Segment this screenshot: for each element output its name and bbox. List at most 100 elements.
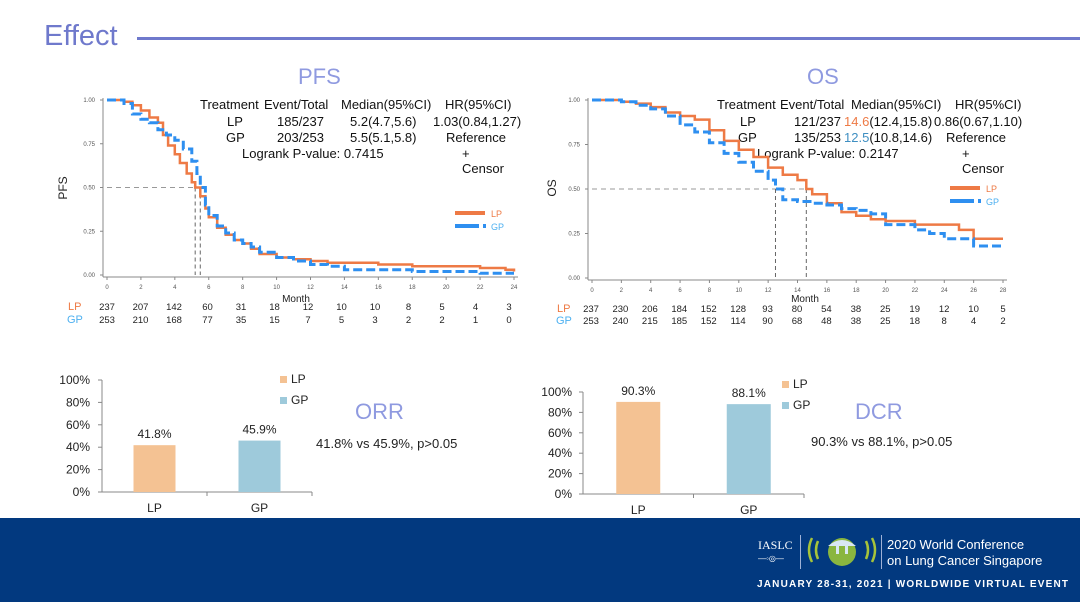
orr-x-tick-label: LP: [147, 501, 162, 515]
pfs-header-events: Event/Total: [264, 97, 329, 112]
pfs-risk-lp-count: 12: [303, 302, 314, 313]
os-risk-gp-count: 68: [792, 316, 803, 327]
pfs-risk-lp-count: 31: [236, 302, 247, 313]
pfs-risk-lp-count: 207: [133, 302, 149, 313]
orr-bar-gp: [238, 440, 281, 492]
pfs-y-tick-label: 0.75: [83, 142, 95, 148]
pfs-curve-lp: [107, 98, 516, 272]
dcr-title: DCR: [855, 399, 903, 424]
pfs-risk-lp-count: 60: [202, 302, 213, 313]
orr-y-tick-label: 100%: [59, 373, 90, 387]
os-risk-gp-count: 4: [971, 316, 976, 327]
os-risk-gp-count: 18: [909, 316, 920, 327]
os-x-tick-label: 0: [590, 288, 594, 294]
os-header-events: Event/Total: [780, 97, 845, 112]
pfs-risk-gp-count: 2: [406, 315, 411, 326]
pfs-risk-gp-count: 253: [99, 315, 115, 326]
os-row-gp-arm: GP: [738, 130, 757, 145]
pfs-x-tick-label: 16: [375, 285, 382, 291]
os-y-tick-label: 1.00: [568, 98, 580, 104]
slide-title: Effect: [44, 20, 118, 52]
os-row-gp-median: 12.5(10.8,14.6): [844, 130, 932, 145]
pfs-legend-lp-label: LP: [491, 209, 502, 219]
dcr-legend-swatch-gp: [782, 402, 789, 409]
os-header-treatment: Treatment: [717, 97, 776, 112]
pfs-x-tick-label: 24: [511, 285, 518, 291]
pfs-header-hr: HR(95%CI): [445, 97, 512, 112]
os-risk-lp-count: 12: [939, 304, 950, 315]
pfs-row-lp-arm: LP: [227, 114, 243, 129]
os-y-tick-label: 0.25: [568, 232, 580, 238]
orr-legend-label-gp: GP: [291, 393, 308, 407]
pfs-header-median: Median(95%CI): [341, 97, 432, 112]
pfs-x-tick-label: 8: [241, 285, 245, 291]
logo-divider-2: [881, 535, 882, 569]
pfs-y-tick-label: 0.25: [83, 229, 95, 235]
os-risk-lp-count: 38: [851, 304, 862, 315]
orr-title: ORR: [355, 399, 404, 424]
pfs-y-axis-label: PFS: [56, 176, 70, 199]
orr-y-tick-label: 60%: [66, 418, 90, 432]
os-x-tick-label: 24: [941, 288, 948, 294]
os-y-axis-label: OS: [545, 179, 559, 196]
os-curve-gp: [592, 98, 1003, 248]
os-legend-lp-label: LP: [986, 184, 997, 194]
os-risk-gp-count: 152: [701, 316, 717, 327]
os-row-lp-events: 121/237: [794, 114, 841, 129]
pfs-risk-gp-count: 0: [506, 315, 511, 326]
conference-name-line1: 2020 World Conference: [887, 537, 1025, 552]
os-risk-lp-count: 80: [792, 304, 803, 315]
pfs-x-tick-label: 6: [207, 285, 211, 291]
os-x-tick-label: 2: [620, 288, 624, 294]
os-risk-lp-count: 5: [1000, 304, 1005, 315]
dcr-y-tick-label: 0%: [555, 487, 573, 501]
pfs-risk-lp-count: 142: [166, 302, 182, 313]
os-x-tick-label: 6: [678, 288, 682, 294]
pfs-risk-gp-count: 15: [269, 315, 280, 326]
os-risk-lp-count: 237: [583, 304, 599, 315]
os-y-tick-label: 0.00: [568, 276, 580, 282]
pfs-x-tick-label: 2: [139, 285, 143, 291]
orr-x-tick-label: GP: [251, 501, 268, 515]
os-gp-median-ci: (10.8,14.6): [869, 130, 933, 145]
os-x-tick-label: 26: [970, 288, 977, 294]
os-header-median: Median(95%CI): [851, 97, 942, 112]
title-divider: [137, 37, 1080, 40]
os-risk-gp-count: 48: [821, 316, 832, 327]
orr-legend-label-lp: LP: [291, 372, 306, 386]
pfs-row-gp-median: 5.5(5.1,5.8): [350, 130, 417, 145]
pfs-x-tick-label: 0: [105, 285, 109, 291]
os-x-tick-label: 22: [912, 288, 919, 294]
orr-y-tick-label: 20%: [66, 463, 90, 477]
os-risk-gp-count: 253: [583, 316, 599, 327]
dcr-x-tick-label: LP: [631, 503, 646, 517]
orr-y-tick-label: 40%: [66, 440, 90, 454]
pfs-risk-lp-count: 10: [336, 302, 347, 313]
pfs-row-lp-median: 5.2(4.7,5.6): [350, 114, 417, 129]
pfs-risk-gp-count: 210: [133, 315, 149, 326]
dcr-y-tick-label: 40%: [548, 446, 572, 460]
pfs-row-gp-hr: Reference: [446, 130, 506, 145]
os-lp-median-value: 14.6: [844, 114, 870, 129]
conference-footer: [0, 518, 1080, 602]
pfs-risk-gp-count: 35: [236, 315, 247, 326]
pfs-risk-lp-count: 18: [269, 302, 280, 313]
os-row-lp-arm: LP: [740, 114, 756, 129]
pfs-risk-gp-count: 7: [305, 315, 310, 326]
os-legend-gp-label: GP: [986, 197, 999, 207]
pfs-y-tick-label: 1.00: [83, 98, 95, 104]
os-x-tick-label: 16: [824, 288, 831, 294]
dcr-legend-label-gp: GP: [793, 398, 810, 412]
pfs-risk-gp-count: 1: [473, 315, 478, 326]
pfs-risk-gp-count: 168: [166, 315, 182, 326]
os-row-gp-hr: Reference: [946, 130, 1006, 145]
os-x-tick-label: 18: [853, 288, 860, 294]
os-row-lp-hr: 0.86(0.67,1.10): [934, 114, 1023, 129]
orr-note: 41.8% vs 45.9%, p>0.05: [316, 436, 458, 451]
os-risk-label-lp: LP: [557, 303, 570, 315]
pfs-row-gp-events: 203/253: [277, 130, 324, 145]
pfs-risk-gp-count: 2: [439, 315, 444, 326]
os-x-tick-label: 28: [1000, 288, 1007, 294]
pfs-y-tick-label: 0.00: [83, 273, 95, 279]
os-x-tick-label: 10: [735, 288, 742, 294]
